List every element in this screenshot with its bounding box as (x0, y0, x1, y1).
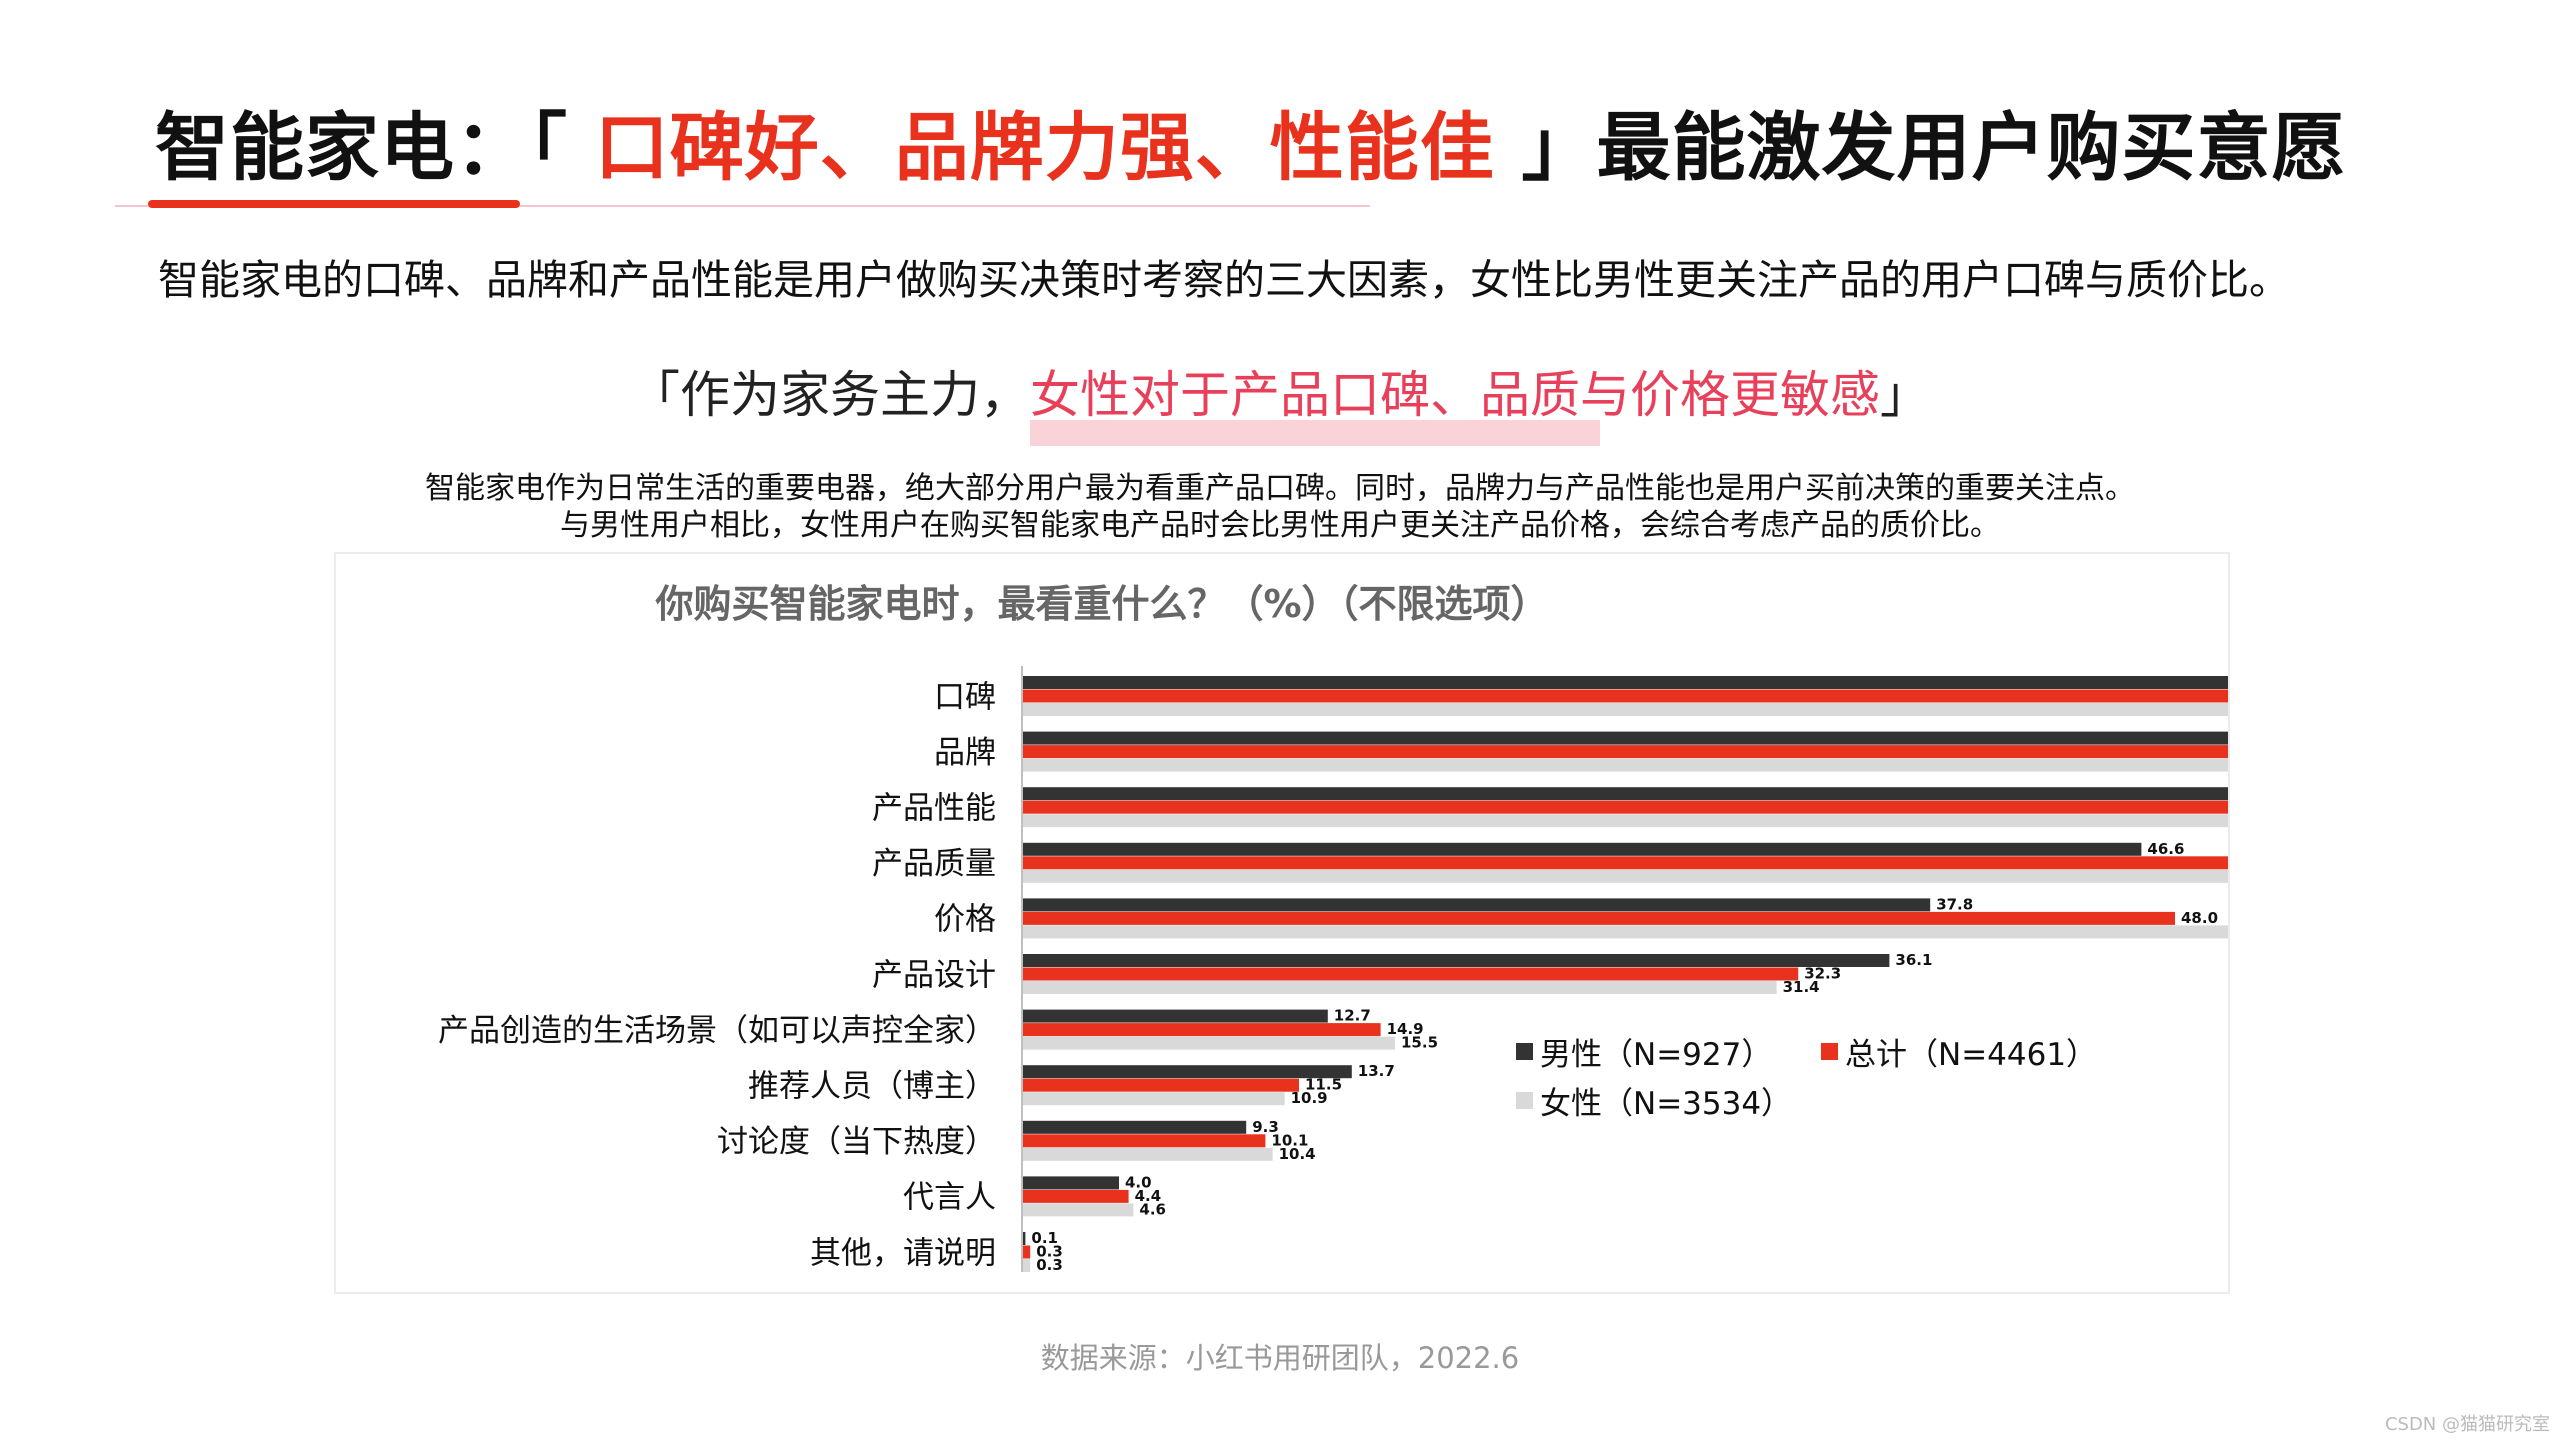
bar-value-label: 0.3 (1036, 1256, 1063, 1274)
bar-total (1023, 967, 1799, 981)
category-label: 产品创造的生活场景（如可以声控全家） (438, 1013, 996, 1049)
description-line-2: 与男性用户相比，女性用户在购买智能家电产品时会比男性用户更关注产品价格，会综合考… (560, 508, 2000, 543)
data-source: 数据来源：小红书用研团队，2022.6 (1040, 1341, 1520, 1375)
category-label: 其他，请说明 (810, 1235, 996, 1271)
bar-value-label: 0.3 (1036, 1243, 1063, 1261)
bar-female (1023, 1036, 1395, 1050)
bar-male (1023, 1176, 1119, 1190)
bar-female (1023, 981, 1777, 994)
bar-male (1023, 898, 1931, 912)
bar-total (1023, 1245, 1031, 1259)
bar-female (1023, 869, 2228, 883)
legend-label: 总计（N=4461） (1845, 1037, 2097, 1073)
bar-female (1023, 814, 2228, 828)
bar-value-label: 4.6 (1139, 1200, 1166, 1218)
bar-male (1023, 676, 2228, 689)
title-prefix: 智能家电：「 (155, 105, 595, 191)
bar-female (1023, 1092, 1285, 1106)
quote-highlight-marker (1030, 420, 1600, 446)
bar-value-label: 4.4 (1135, 1187, 1162, 1205)
bar-value-label: 14.9 (1387, 1020, 1424, 1038)
page-subtitle: 智能家电的口碑、品牌和产品性能是用户做购买决策时考察的三大因素，女性比男性更关注… (158, 256, 2290, 304)
bar-total (1023, 689, 2228, 703)
legend-swatch (1516, 1043, 1533, 1060)
bar-female (1023, 1259, 1031, 1272)
bar-total (1023, 856, 2228, 870)
legend-swatch (1821, 1043, 1838, 1060)
category-label: 产品质量 (872, 846, 996, 882)
bar-total (1023, 1134, 1266, 1148)
chart-title: 你购买智能家电时，最看重什么？（%）（不限选项） (654, 582, 1548, 626)
bar-value-label: 4.0 (1125, 1173, 1152, 1191)
bar-chart: 你购买智能家电时，最看重什么？（%）（不限选项）口碑71.177.078.6品牌… (438, 582, 2228, 1274)
bar-value-label: 0.1 (1031, 1229, 1058, 1247)
bar-male (1023, 842, 2142, 856)
chart-container: 你购买智能家电时，最看重什么？（%）（不限选项）口碑71.177.078.6品牌… (334, 552, 2230, 1294)
category-label: 品牌 (934, 735, 996, 771)
bar-total (1023, 1023, 1381, 1037)
bar-value-label: 13.7 (1358, 1062, 1395, 1080)
bar-value-label: 10.9 (1291, 1089, 1328, 1107)
bar-total (1023, 1078, 1299, 1092)
category-label: 讨论度（当下热度） (717, 1124, 996, 1160)
quote-open: 「作为家务主力， (630, 366, 1030, 424)
bar-female (1023, 925, 2228, 939)
bar-female (1023, 703, 2228, 716)
category-label: 口碑 (934, 679, 996, 715)
bar-value-label: 32.3 (1804, 965, 1841, 983)
title-accent-bar (148, 200, 520, 208)
legend-label: 男性（N=927） (1540, 1037, 1772, 1073)
bar-male (1023, 1232, 1026, 1245)
bar-value-label: 12.7 (1334, 1007, 1371, 1025)
bar-male (1023, 1009, 1328, 1023)
bar-value-label: 9.3 (1252, 1118, 1279, 1136)
bar-value-label: 10.1 (1271, 1131, 1308, 1149)
key-quote: 「作为家务主力，女性对于产品口碑、品质与价格更敏感」 (0, 355, 2560, 427)
legend-swatch (1516, 1092, 1533, 1109)
bar-value-label: 31.4 (1783, 978, 1820, 996)
bar-male (1023, 1065, 1352, 1079)
bar-value-label: 15.5 (1401, 1034, 1438, 1052)
watermark: CSDN @猫猫研究室 (2384, 1414, 2550, 1435)
bar-value-label: 10.4 (1279, 1145, 1316, 1163)
bar-value-label: 36.1 (1895, 951, 1932, 969)
bar-total (1023, 745, 2228, 759)
bar-male (1023, 731, 2228, 745)
category-label: 推荐人员（博主） (748, 1068, 996, 1104)
bar-total (1023, 1189, 1129, 1203)
category-label: 代言人 (903, 1180, 996, 1216)
bar-female (1023, 1147, 1273, 1161)
page-title: 智能家电：「 口碑好、品牌力强、性能佳 」最能激发用户购买意愿 (155, 98, 2347, 198)
quote-close: 」 (1880, 366, 1930, 424)
bar-female (1023, 1203, 1134, 1217)
bar-value-label: 48.0 (2181, 909, 2218, 927)
category-label: 产品设计 (872, 957, 996, 993)
bar-value-label: 11.5 (1305, 1076, 1342, 1094)
bar-total (1023, 911, 2175, 925)
legend-label: 女性（N=3534） (1540, 1086, 1792, 1122)
bar-male (1023, 954, 1890, 967)
bar-value-label: 37.8 (1936, 895, 1973, 913)
quote-highlight: 女性对于产品口碑、品质与价格更敏感 (1030, 366, 1880, 424)
title-suffix: 」最能激发用户购买意愿 (1494, 105, 2347, 191)
title-highlight: 口碑好、品牌力强、性能佳 (594, 105, 1495, 191)
category-label: 产品性能 (872, 790, 996, 826)
bar-value-label: 46.6 (2147, 840, 2184, 858)
bar-total (1023, 800, 2228, 814)
description-line-1: 智能家电作为日常生活的重要电器，绝大部分用户最为看重产品口碑。同时，品牌力与产品… (425, 471, 2135, 506)
bar-male (1023, 1120, 1247, 1134)
bar-female (1023, 758, 2228, 772)
category-label: 价格 (934, 902, 996, 938)
title-divider (115, 205, 1370, 207)
bar-male (1023, 787, 2228, 801)
